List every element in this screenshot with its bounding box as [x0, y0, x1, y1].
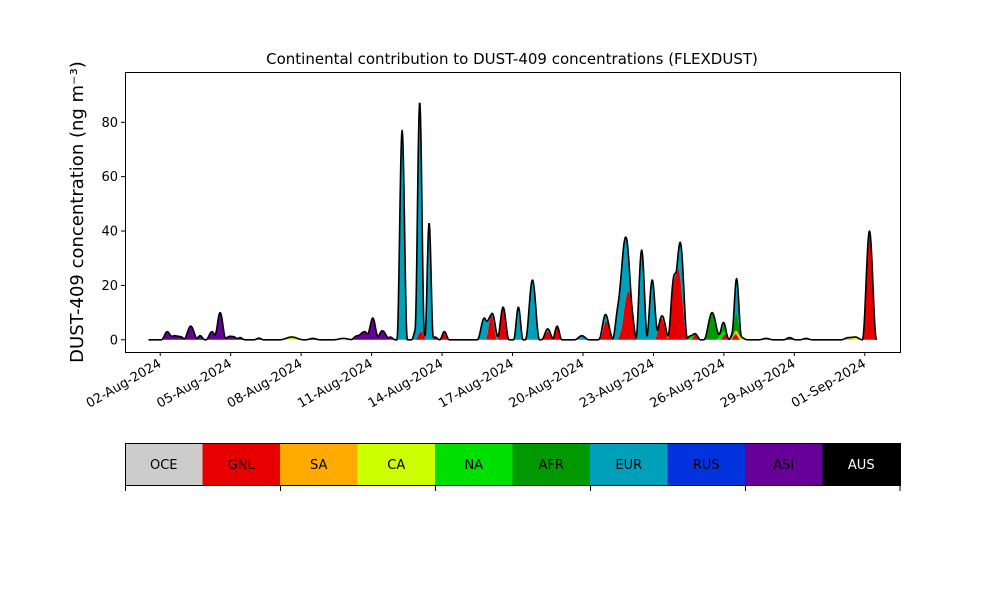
legend-swatch-eur — [590, 443, 668, 485]
colorbar-legend: OCE GNL SA CA NA AFR EUR RUS ASI AUS — [125, 443, 901, 491]
legend-swatch-gnl — [202, 443, 281, 485]
x-tick-label: 20-Aug-2024 — [507, 356, 587, 411]
legend-label-sa: SA — [310, 458, 327, 473]
area-na — [148, 231, 877, 340]
y-tick-label: 40 — [101, 225, 118, 240]
y-tick-label: 20 — [101, 279, 118, 294]
legend-frame — [125, 443, 901, 486]
area-asi — [148, 103, 877, 340]
y-tick-label: 60 — [101, 170, 118, 185]
area-aus — [148, 103, 877, 340]
x-tick-label: 29-Aug-2024 — [718, 356, 798, 411]
legend-label-gnl: GNL — [228, 458, 256, 473]
legend-swatch-sa — [280, 443, 358, 485]
area-rus — [148, 103, 877, 340]
plot-frame — [125, 72, 901, 353]
area-afr — [148, 231, 877, 340]
area-gnl — [148, 231, 877, 340]
legend-label-na: NA — [464, 458, 483, 473]
legend-label-asi: ASI — [773, 458, 794, 473]
stacked-areas — [148, 102, 878, 341]
x-tick-label: 17-Aug-2024 — [436, 356, 516, 411]
area-ca — [148, 231, 877, 340]
x-tick-label: 08-Aug-2024 — [225, 356, 305, 411]
legend-swatch-rus — [667, 443, 746, 485]
x-tick-label: 14-Aug-2024 — [366, 356, 446, 411]
legend-label-eur: EUR — [615, 458, 642, 473]
x-tick-label: 05-Aug-2024 — [154, 356, 234, 411]
area-sa — [148, 231, 877, 340]
legend-swatch-oce — [125, 443, 203, 485]
legend-swatch-ca — [357, 443, 436, 485]
legend-label-ca: CA — [387, 458, 405, 473]
total-outline — [148, 102, 878, 341]
x-tick-label: 26-Aug-2024 — [648, 356, 728, 411]
x-tick-label: 23-Aug-2024 — [577, 356, 657, 411]
area-eur — [148, 103, 877, 340]
legend-swatch-afr — [512, 443, 591, 485]
y-tick-label: 0 — [110, 333, 118, 348]
legend-label-afr: AFR — [539, 458, 564, 473]
y-axis: 0 20 40 60 80 — [101, 116, 125, 348]
legend-label-oce: OCE — [150, 458, 178, 473]
legend-label-aus: AUS — [848, 458, 875, 473]
x-tick-label: 11-Aug-2024 — [295, 356, 375, 411]
y-tick-label: 80 — [101, 116, 118, 131]
legend-swatch-aus — [822, 443, 901, 485]
legend-swatch-na — [435, 443, 513, 485]
legend-label-rus: RUS — [693, 458, 720, 473]
chart-title: Continental contribution to DUST-409 con… — [266, 50, 758, 68]
x-tick-label: 01-Sep-2024 — [789, 356, 869, 411]
legend-swatch-asi — [745, 443, 823, 485]
x-axis: 02-Aug-202405-Aug-202408-Aug-202411-Aug-… — [84, 352, 869, 412]
x-tick-label: 02-Aug-2024 — [84, 356, 164, 411]
y-axis-label: DUST-409 concentration (ng m⁻³) — [67, 61, 88, 363]
